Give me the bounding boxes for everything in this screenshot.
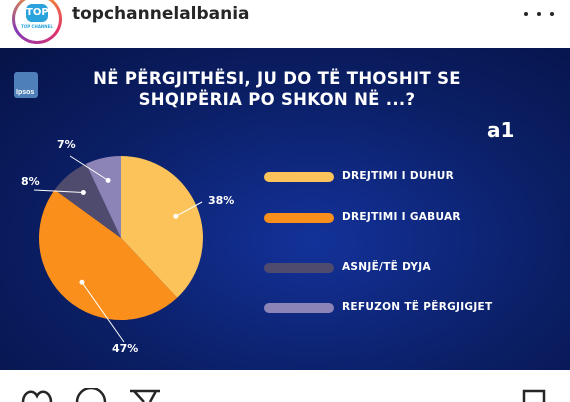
avatar[interactable]: TOP TOP CHANNEL: [12, 0, 62, 44]
legend-swatch: [264, 263, 334, 273]
pie-chart: [33, 155, 203, 343]
legend-swatch: [264, 172, 334, 182]
bookmark-icon[interactable]: [520, 388, 548, 402]
leader-line: [33, 189, 84, 194]
comment-icon[interactable]: [74, 388, 108, 402]
leader-dot: [105, 177, 111, 183]
legend-swatch: [264, 303, 334, 313]
chart-code: a1: [487, 118, 515, 142]
leader-line: [69, 155, 109, 181]
legend-label: DREJTIMI I GABUAR: [342, 211, 461, 223]
dot: [537, 12, 541, 16]
chart-title-line2: SHQIPËRIA PO SHKON NË ...?: [138, 90, 416, 109]
username[interactable]: topchannelalbania: [72, 4, 250, 24]
pie-slice: [86, 156, 121, 238]
legend-label: ASNJË/TË DYJA: [342, 261, 431, 273]
ipsos-logo-text: Ipsos: [16, 89, 35, 96]
slice-label-8: 8%: [21, 175, 40, 188]
more-options-icon[interactable]: [524, 6, 554, 22]
post-action-bar: [0, 370, 570, 402]
avatar-inner: TOP TOP CHANNEL: [15, 0, 59, 41]
leader-dot: [79, 279, 85, 285]
post-image[interactable]: Ipsos NË PËRGJITHËSI, JU DO TË THOSHIT S…: [0, 48, 570, 370]
ipsos-logo: Ipsos: [14, 72, 38, 98]
slice-label-38: 38%: [208, 194, 235, 207]
chart-title-line1: NË PËRGJITHËSI, JU DO TË THOSHIT SE: [93, 69, 461, 88]
legend-label: REFUZON TË PËRGJIGJET: [342, 301, 493, 313]
slice-label-47: 47%: [112, 342, 139, 355]
legend-label: DREJTIMI I DUHUR: [342, 170, 454, 182]
chart-title: NË PËRGJITHËSI, JU DO TË THOSHIT SE SHQI…: [82, 68, 472, 110]
legend-swatch: [264, 213, 334, 223]
leader-dot: [173, 213, 179, 219]
avatar-logo-subtext: TOP CHANNEL: [21, 24, 53, 29]
dot: [550, 12, 554, 16]
pie-slice: [39, 189, 178, 320]
pie-slice: [54, 163, 121, 238]
avatar-logo: TOP: [26, 4, 49, 22]
leader-line: [81, 281, 125, 343]
leader-dot: [80, 190, 86, 196]
pie-slice: [121, 156, 203, 298]
leader-line: [175, 201, 203, 217]
slice-label-7: 7%: [57, 138, 76, 151]
heart-icon[interactable]: [20, 388, 54, 402]
post-header: TOP TOP CHANNEL topchannelalbania: [0, 0, 570, 48]
dot: [524, 12, 528, 16]
